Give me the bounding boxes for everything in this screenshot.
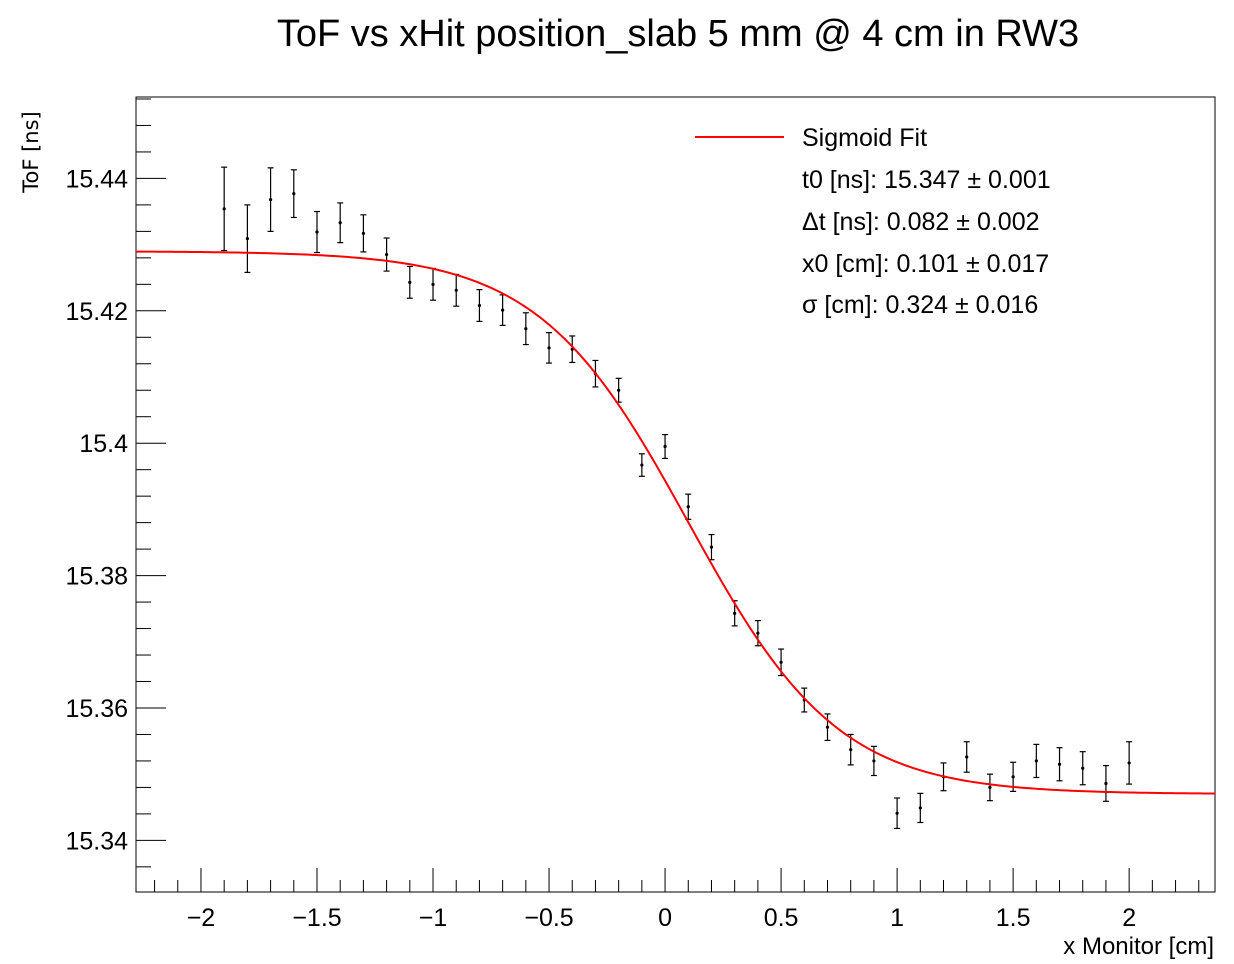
data-marker [245, 237, 249, 241]
data-point [847, 733, 854, 766]
x-tick-label: 0.5 [764, 904, 799, 932]
data-point [221, 166, 228, 252]
data-point [754, 620, 761, 647]
data-point [1126, 741, 1133, 785]
y-axis-label: ToF [ns] [19, 111, 43, 194]
data-point [662, 433, 669, 460]
data-marker [663, 444, 667, 449]
legend-label-fit: Sigmoid Fit [802, 124, 927, 152]
data-marker [918, 806, 922, 810]
data-marker [454, 288, 458, 292]
data-marker [733, 611, 737, 615]
data-point [1033, 743, 1040, 779]
y-tick-label: 15.4 [79, 430, 128, 458]
legend-label-sigma: σ [cm]: 0.324 ± 0.016 [802, 291, 1038, 319]
data-marker [361, 231, 366, 235]
x-tick-label: 1 [890, 904, 904, 932]
data-marker [222, 207, 226, 211]
x-tick-label: −2 [187, 904, 216, 932]
data-point [917, 792, 924, 824]
x-tick-label: −1.5 [292, 904, 341, 932]
data-point [615, 377, 622, 403]
data-point [894, 797, 901, 830]
data-marker [292, 192, 296, 196]
data-marker [965, 755, 969, 759]
x-tick-label: 0 [658, 904, 672, 932]
data-point [290, 169, 297, 219]
data-marker [431, 282, 435, 286]
data-point [476, 289, 483, 323]
data-marker [524, 327, 528, 331]
data-point [778, 648, 785, 677]
data-point [313, 210, 320, 254]
data-point [708, 533, 715, 561]
data-point [522, 312, 529, 346]
data-marker [825, 725, 830, 729]
data-marker [385, 252, 389, 257]
legend-label-dt: Δt [ns]: 0.082 ± 0.002 [802, 208, 1040, 236]
data-marker [268, 198, 273, 202]
x-tick-label: 2 [1122, 904, 1136, 932]
data-point [986, 773, 993, 802]
x-tick-label: 1.5 [996, 904, 1031, 932]
data-marker [1127, 761, 1131, 765]
data-marker [408, 280, 412, 284]
y-tick-label: 15.34 [65, 827, 128, 855]
y-axis: 15.34 15.36 15.38 15.4 15.42 15.44 [65, 98, 166, 868]
data-marker [895, 811, 899, 815]
data-marker [779, 660, 783, 664]
data-marker [1011, 775, 1015, 779]
data-marker [1104, 781, 1108, 786]
data-marker [1034, 759, 1038, 763]
data-marker [338, 221, 342, 225]
data-point [1102, 764, 1109, 802]
data-point [383, 237, 390, 272]
data-point [569, 335, 576, 364]
y-tick-label: 15.42 [65, 298, 128, 326]
data-point [337, 202, 344, 244]
data-point [685, 493, 692, 520]
data-marker [315, 230, 319, 234]
data-point [1079, 751, 1086, 786]
chart-title: ToF vs xHit position_slab 5 mm @ 4 cm in… [277, 13, 1079, 55]
data-point [963, 741, 970, 773]
data-marker [1081, 766, 1085, 770]
data-marker [709, 545, 714, 549]
data-marker [640, 463, 644, 467]
data-marker [617, 388, 621, 392]
data-marker [872, 759, 876, 763]
data-marker [849, 748, 853, 752]
data-point [499, 294, 506, 326]
x-tick-label: −1 [419, 904, 448, 932]
legend-label-t0: t0 [ns]: 15.347 ± 0.001 [802, 166, 1051, 194]
data-point [267, 167, 274, 232]
y-tick-label: 15.38 [65, 563, 128, 591]
data-point [360, 214, 367, 253]
data-marker [501, 308, 505, 312]
y-tick-label: 15.44 [65, 165, 128, 193]
data-point [546, 332, 553, 364]
data-point [824, 713, 831, 742]
data-point [244, 204, 251, 274]
x-axis: −2 −1.5 −1 −0.5 0 0.5 1 1.5 2 [154, 868, 1200, 932]
data-marker [756, 631, 760, 635]
data-marker [988, 785, 992, 790]
plot-frame [135, 96, 1216, 893]
data-marker [686, 505, 690, 509]
y-tick-label: 15.36 [65, 695, 128, 723]
legend-label-x0: x0 [cm]: 0.101 ± 0.017 [802, 250, 1049, 278]
data-point [406, 265, 413, 299]
x-axis-label: x Monitor [cm] [1063, 933, 1214, 960]
data-marker [547, 346, 551, 350]
sigmoid-fit-curve [135, 250, 1216, 795]
data-point [638, 453, 645, 477]
data-marker [1057, 762, 1062, 766]
data-marker [477, 303, 482, 308]
data-point [1056, 747, 1063, 782]
data-point [430, 267, 437, 301]
legend: Sigmoid Fit t0 [ns]: 15.347 ± 0.001 Δt [… [695, 124, 1051, 319]
data-point [453, 273, 460, 307]
x-tick-label: −0.5 [524, 904, 573, 932]
